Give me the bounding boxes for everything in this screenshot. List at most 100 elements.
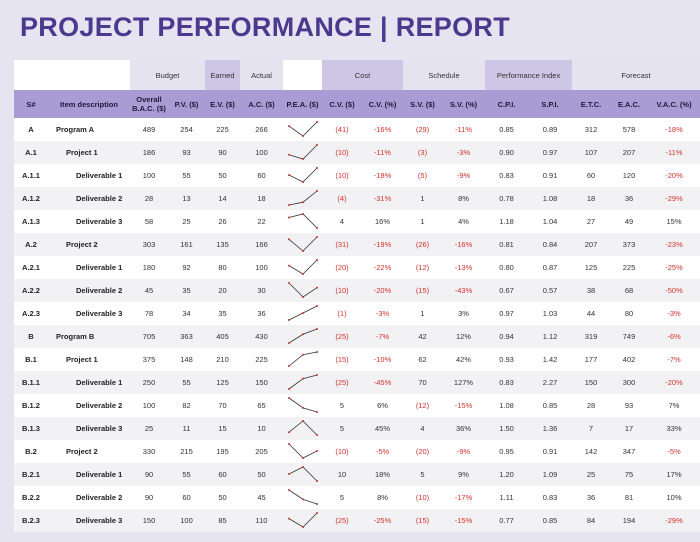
- cell: -13%: [454, 263, 473, 272]
- pea-point: [316, 373, 318, 376]
- cell: -7%: [375, 332, 390, 341]
- cell: 312: [584, 125, 598, 134]
- cell: 300: [622, 378, 636, 387]
- cell: 303: [142, 240, 156, 249]
- cell: 42: [418, 332, 427, 341]
- cell: 373: [622, 240, 636, 249]
- pea-cell: [283, 256, 322, 279]
- cell: (12): [415, 401, 430, 410]
- pea-cell: [283, 279, 322, 302]
- pea-point: [302, 353, 304, 356]
- cell: -29%: [665, 516, 683, 525]
- cell: 125: [584, 263, 598, 272]
- cell: (4): [337, 194, 347, 203]
- pea-line: [288, 466, 318, 481]
- item-description: Deliverable 3: [76, 309, 123, 318]
- cell: 5: [420, 470, 425, 479]
- table-row: B.2.3 Deliverable 3 150 100 85 110 (25) -25% (15…: [14, 509, 700, 532]
- cell: 375: [142, 355, 156, 364]
- row-id: B.2.1: [22, 470, 40, 479]
- pea-line: [288, 144, 318, 159]
- sparkline: [288, 212, 318, 229]
- cell: (25): [335, 378, 349, 387]
- cell: 150: [584, 378, 598, 387]
- cell: -29%: [665, 194, 683, 203]
- cell: -9%: [456, 171, 471, 180]
- pea-cell: [283, 164, 322, 187]
- cell: -15%: [454, 516, 473, 525]
- pea-point: [302, 419, 304, 422]
- cell: 7%: [668, 401, 680, 410]
- cell: 84: [586, 516, 596, 525]
- pea-point: [316, 479, 318, 482]
- row-id: A: [28, 125, 34, 134]
- pea-point: [316, 189, 318, 192]
- group-label: Performance Index: [485, 60, 573, 90]
- cell: 5: [339, 401, 345, 410]
- cell: 36: [624, 194, 634, 203]
- row-id: A.1.3: [22, 217, 40, 226]
- table-body: A Program A 489 254 225 266 (41) -16% (29) -11% 0.…: [14, 118, 700, 532]
- pea-line: [288, 489, 318, 504]
- pea-line: [288, 512, 318, 528]
- cell: 1.36: [542, 424, 558, 433]
- cell: (31): [335, 240, 349, 249]
- item-description: Program B: [56, 332, 95, 341]
- cell: 75: [624, 470, 634, 479]
- cell: (10): [335, 447, 349, 456]
- cell: -20%: [665, 378, 683, 387]
- pea-point: [302, 406, 304, 409]
- cell: 14: [218, 194, 227, 203]
- cell: 125: [216, 378, 229, 387]
- cell: 70: [418, 378, 427, 387]
- cell: -3%: [456, 148, 471, 157]
- cell: 7: [588, 424, 594, 433]
- cell: 25: [144, 424, 154, 433]
- cell: 81: [624, 493, 634, 502]
- cell: 205: [255, 447, 268, 456]
- table-row: A.2.2 Deliverable 2 45 35 20 30 (10) -20% (15) -4…: [14, 279, 700, 302]
- pea-point: [288, 387, 290, 390]
- cell: 4%: [458, 217, 469, 226]
- item-description: Deliverable 3: [76, 516, 123, 525]
- table-row: B.1.1 Deliverable 1 250 55 125 150 (25) -45% 70 1…: [14, 371, 700, 394]
- table-row: A.1 Project 1 186 93 90 100 (10) -11% (3) -3% 0.90…: [14, 141, 700, 164]
- pea-cell: [283, 509, 322, 532]
- pea-cell: [283, 440, 322, 463]
- cell: 3%: [458, 309, 469, 318]
- item-description: Deliverable 1: [76, 378, 123, 387]
- table-row: B.1 Project 1 375 148 210 225 (15) -10% 62 42% 0.9…: [14, 348, 700, 371]
- pea-point: [288, 396, 290, 399]
- report-table: Budget Earned Actual Cost Schedule Perfo…: [14, 60, 700, 532]
- cell: 1.08: [499, 401, 514, 410]
- pea-cell: [283, 141, 322, 164]
- cell: 0.91: [542, 171, 558, 180]
- sparkline: [288, 258, 318, 275]
- item-description: Deliverable 3: [76, 217, 123, 226]
- item-description: Deliverable 1: [76, 263, 123, 272]
- sparkline: [288, 442, 318, 459]
- pea-point: [288, 281, 290, 284]
- cell: (10): [335, 148, 349, 157]
- cell: 110: [255, 516, 268, 525]
- header-row: S# Item description Overall B.A.C. ($) P.V.…: [14, 90, 700, 118]
- pea-point: [316, 350, 318, 353]
- cell: 0.57: [542, 286, 558, 295]
- cell: 36: [257, 309, 266, 318]
- cell: 135: [216, 240, 229, 249]
- item-description: Deliverable 1: [76, 171, 123, 180]
- sparkline: [288, 281, 318, 298]
- cell: 250: [142, 378, 156, 387]
- sparkline: [288, 327, 318, 344]
- cell: 60: [586, 171, 596, 180]
- cell: 36: [586, 493, 596, 502]
- blank: [283, 60, 322, 90]
- pea-cell: [283, 210, 322, 233]
- cell: 0.85: [542, 401, 558, 410]
- pea-point: [316, 120, 318, 123]
- cell: -11%: [455, 125, 472, 134]
- row-id: B.1.3: [22, 424, 40, 433]
- cell: 705: [142, 332, 156, 341]
- table-row: A Program A 489 254 225 266 (41) -16% (29) -11% 0.…: [14, 118, 700, 141]
- cell: 6%: [377, 401, 388, 410]
